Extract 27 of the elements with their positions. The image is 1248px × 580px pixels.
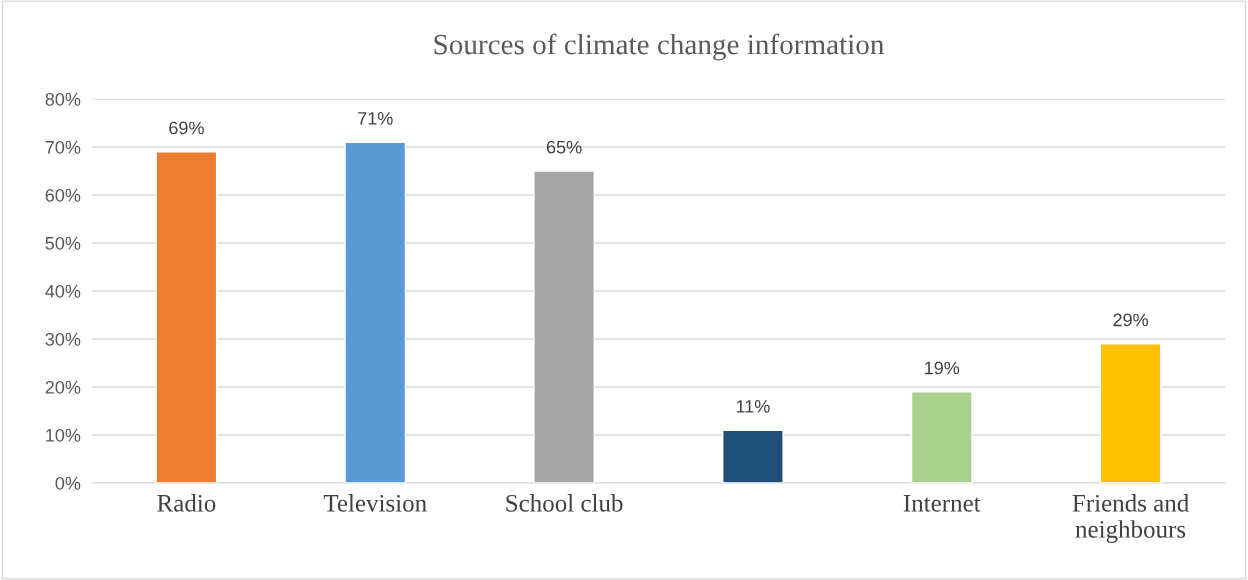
bar: [533, 170, 595, 483]
x-tick-label: Radio: [157, 494, 216, 512]
data-label: 65%: [546, 140, 582, 154]
y-tick-label: 0%: [55, 476, 81, 490]
bar: [1099, 343, 1162, 483]
x-tick-label: Television: [323, 494, 427, 512]
y-tick-label: 20%: [45, 380, 81, 394]
data-label: 29%: [1113, 313, 1149, 327]
x-tick-label: School club: [506, 494, 623, 512]
x-tick-label: Internet: [903, 495, 981, 512]
y-tick-label: 50%: [45, 236, 81, 250]
y-tick-label: 30%: [45, 332, 81, 346]
y-tick-label: 80%: [45, 92, 81, 106]
bar: [722, 429, 784, 483]
data-label: 71%: [358, 112, 393, 125]
y-tick-label: 70%: [45, 140, 81, 154]
chart-title: Sources of climate change information: [434, 33, 885, 61]
bar: [910, 391, 973, 483]
data-label: 19%: [925, 361, 960, 375]
bar: [155, 151, 218, 483]
y-tick-label: 60%: [45, 188, 81, 202]
y-tick-label: 40%: [45, 284, 81, 298]
x-tick-label: Friends and neighbours: [1072, 494, 1189, 543]
data-label: 69%: [169, 121, 204, 135]
data-label: 11%: [736, 400, 770, 413]
bar: [344, 141, 407, 483]
y-tick-label: 10%: [46, 428, 81, 442]
